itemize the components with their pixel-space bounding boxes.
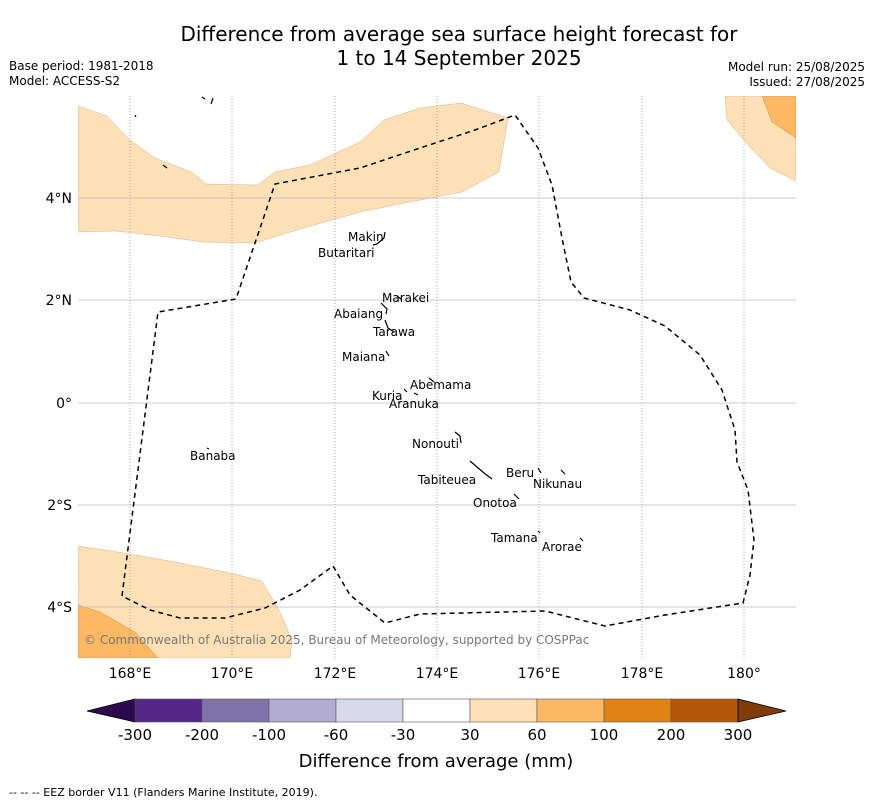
colorbar-bin [268,698,337,723]
lat-tick-0: 0° [56,396,72,412]
island-label-marakei: Marakei [382,291,429,305]
coast-tarawa [384,319,395,333]
graticule [78,96,796,658]
colorbar-bin [670,698,739,723]
lon-tick-172: 172°E [314,666,357,682]
lon-tick-176: 176°E [518,666,561,682]
colorbar-tick: -200 [185,726,219,744]
island-label-aranuka: Aranuka [389,397,439,411]
coast-mark-3 [162,164,168,169]
title-line-1: Difference from average sea surface heig… [180,22,738,46]
coast-arorae [579,537,584,542]
colorbar-bin [201,698,270,723]
coast-makin [372,231,386,246]
coast-beru [537,467,542,474]
model-info: Base period: 1981-2018 Model: ACCESS-S2 [9,59,154,89]
lon-tick-168: 168°E [109,666,152,682]
coast-banaba [206,447,210,450]
colorbar-bin [536,698,605,723]
anomaly-region-southwest-core [78,604,159,658]
coast-mark-2 [201,96,214,105]
colorbar-label: Difference from average (mm) [299,751,574,772]
colorbar-tick: -60 [324,726,349,744]
island-label-banaba: Banaba [190,449,236,463]
colorbar-tick: 200 [657,726,686,744]
model-run-date: Model run: 25/08/2025 [727,60,865,74]
colorbar-tick: -100 [252,726,286,744]
island-label-nonouti: Nonouti [412,437,459,451]
chart-title: Difference from average sea surface heig… [0,22,873,70]
colorbar-extend-high [737,698,787,723]
lat-tick-2s: 2°S [47,498,72,514]
issued-date: Issued: 27/08/2025 [749,75,865,89]
colorbar-tick: 300 [724,726,753,744]
colorbar-tick: -300 [118,726,152,744]
island-label-nikunau: Nikunau [533,477,582,491]
colorbar-bin [603,698,672,723]
colorbar [86,698,787,723]
island-label-onotoa: Onotoa [473,496,517,510]
lat-tick-2n: 2°N [46,293,72,309]
island-label-beru: Beru [506,466,534,480]
colorbar-bin [469,698,538,723]
colorbar-tick: 60 [527,726,546,744]
coastlines [134,96,584,542]
colorbar-bin [335,698,404,723]
island-label-abemama: Abemama [410,378,471,392]
colorbar-bin [402,698,471,723]
island-label-arorae: Arorae [542,540,582,554]
anomaly-region-northeast-core [761,96,796,139]
island-label-tarawa: Tarawa [372,325,415,339]
coast-nikunau [560,469,566,475]
colorbar-extend-low [86,698,136,723]
island-label-butaritari: Butaritari [318,246,375,260]
coast-maiana [385,350,390,357]
run-info: Model run: 25/08/2025 Issued: 27/08/2025 [728,60,865,90]
title-line-2: 1 to 14 September 2025 [336,46,582,70]
coast-kuria [403,388,419,396]
lat-tick-4n: 4°N [46,191,72,207]
colorbar-bin [134,698,203,723]
eez-border [121,114,755,627]
island-label-tamana: Tamana [490,531,538,545]
coast-tamana [537,530,541,534]
lon-tick-180: 180° [727,666,761,682]
island-label-kuria: Kuria [372,389,403,403]
coast-marakei [396,295,402,300]
coast-nonouti [454,431,462,444]
island-label-tabiteuea: Tabiteuea [417,473,476,487]
island-label-abaiang: Abaiang [334,307,383,321]
island-label-maiana: Maiana [342,350,385,364]
lon-tick-178: 178°E [621,666,664,682]
anomaly-region-north [78,102,509,244]
coast-mark-1 [134,114,137,118]
base-period: Base period: 1981-2018 [9,59,154,73]
island-label-makin: Makin [348,230,384,244]
coast-onotoa [513,493,520,500]
lon-tick-170: 170°E [211,666,254,682]
colorbar-tick: -30 [391,726,416,744]
coast-tabiteuea [469,460,493,480]
lat-tick-4s: 4°S [47,600,72,616]
coast-abaiang [380,302,388,315]
colorbar-tick: 30 [460,726,479,744]
lon-tick-174: 174°E [416,666,459,682]
model-name: Model: ACCESS-S2 [9,74,121,88]
map-area: Makin Butaritari Marakei Abaiang Tarawa … [78,96,796,658]
colorbar-tick: 100 [590,726,619,744]
copyright-notice: © Commonwealth of Australia 2025, Bureau… [84,633,589,647]
coast-abemama [428,377,435,383]
eez-border-note: -- -- -- EEZ border V11 (Flanders Marine… [9,786,318,799]
